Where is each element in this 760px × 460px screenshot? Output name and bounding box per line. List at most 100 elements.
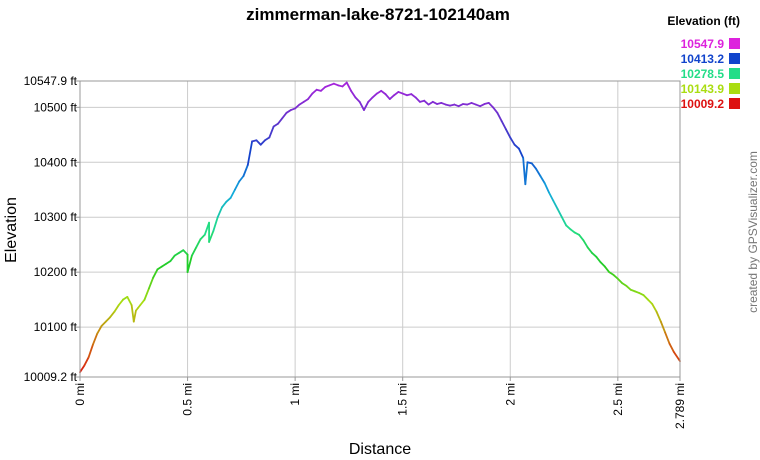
profile-segment [517,147,525,159]
profile-segment [410,93,417,99]
legend: Elevation (ft) 10547.910413.210278.51014… [667,14,740,111]
profile-segment [83,356,90,367]
profile-segment [190,246,198,257]
profile-segment [492,106,499,114]
profile-segment [212,216,219,232]
legend-entry-label: 10278.5 [681,67,725,81]
y-tick-label: 10500 ft [34,100,78,114]
legend-title: Elevation (ft) [667,14,740,28]
profile-segment [147,276,155,290]
profile-segment [216,206,223,219]
y-tick-label: 10200 ft [34,265,78,279]
profile-segment [423,99,430,106]
legend-swatch [729,68,740,79]
profile-segment [604,265,611,274]
elevation-profile-line [79,81,681,374]
x-tick-label: 2.5 mi [611,383,625,416]
profile-segment [384,93,391,100]
profile-segment [139,298,146,307]
profile-segment [509,136,516,146]
profile-segment [186,254,193,274]
profile-segment [233,180,241,191]
profile-segment [664,331,671,345]
profile-segment [556,208,563,219]
profile-segment [513,143,520,150]
profile-segment [655,310,662,323]
y-axis-ticks: 10009.2 ft 10100 ft 10200 ft 10300 ft 10400 … [24,74,80,384]
profile-segment [659,320,667,334]
legend-entry-label: 10009.2 [681,97,725,111]
x-tick-label: 0 mi [73,383,87,406]
profile-segment [242,164,249,177]
x-tick-label: 1 mi [288,383,302,406]
profile-segment [414,96,421,103]
profile-segment [195,238,202,249]
profile-segment [104,316,112,323]
y-tick-label: 10547.9 ft [24,74,78,88]
profile-segment [595,255,602,264]
profile-segment [169,254,176,263]
profile-segment [616,277,624,285]
profile-segment [350,89,357,99]
profile-segment [294,103,301,110]
legend-entry-label: 10413.2 [681,52,725,66]
x-tick-label: 2 mi [503,383,517,406]
legend-entry-label: 10143.9 [681,82,725,96]
legend-entry-label: 10547.9 [681,37,725,51]
x-axis-ticks: 0 mi 0.5 mi 1 mi 1.5 mi 2 mi 2.5 mi 2.789 mi [73,377,687,429]
profile-segment [259,139,266,146]
profile-segment [345,81,352,92]
plot-background [80,81,680,377]
profile-segment [238,175,245,183]
profile-segment [199,233,206,241]
profile-segment [311,88,318,95]
profile-segment [647,298,654,305]
profile-segment [380,89,387,96]
profile-segment [113,304,120,313]
profile-segment [500,120,507,131]
profile-segment [246,140,254,166]
profile-segment [496,111,503,122]
profile-segment [625,284,632,291]
profile-segment [367,96,374,103]
profile-segment [612,274,619,280]
legend-swatch [729,38,740,49]
profile-segment [599,261,606,268]
profile-segment [87,343,94,359]
profile-segment [524,161,529,186]
profile-segment [152,268,159,279]
profile-segment [92,332,99,346]
profile-segment [109,310,116,319]
profile-segment [320,86,327,92]
credit-text: created by GPSVisualizer.com [746,151,760,313]
profile-segment [586,246,593,254]
x-tick-label: 0.5 mi [181,383,195,416]
profile-segment [530,162,537,170]
profile-segment [132,309,137,323]
y-tick-label: 10009.2 ft [24,370,78,384]
profile-segment [225,197,232,203]
profile-segment [307,92,314,100]
profile-segment [560,216,568,227]
profile-segment [363,100,370,111]
profile-segment [552,199,559,210]
profile-segment [388,94,395,100]
profile-segment [651,303,658,313]
profile-segment [221,200,228,209]
profile-segment [569,228,576,234]
profile-segment [582,239,589,249]
profile-segment [229,188,236,199]
plot-border [79,80,681,378]
y-tick-label: 10400 ft [34,155,78,169]
profile-segment [578,233,585,242]
profile-segment [208,230,215,243]
profile-segment [255,139,262,146]
profile-segment [117,298,124,307]
profile-segment [642,294,649,301]
profile-segment [143,287,150,301]
profile-segment [565,224,572,231]
x-tick-label: 1.5 mi [396,383,410,416]
y-axis-label: Elevation [3,197,20,263]
profile-segment [126,295,133,307]
